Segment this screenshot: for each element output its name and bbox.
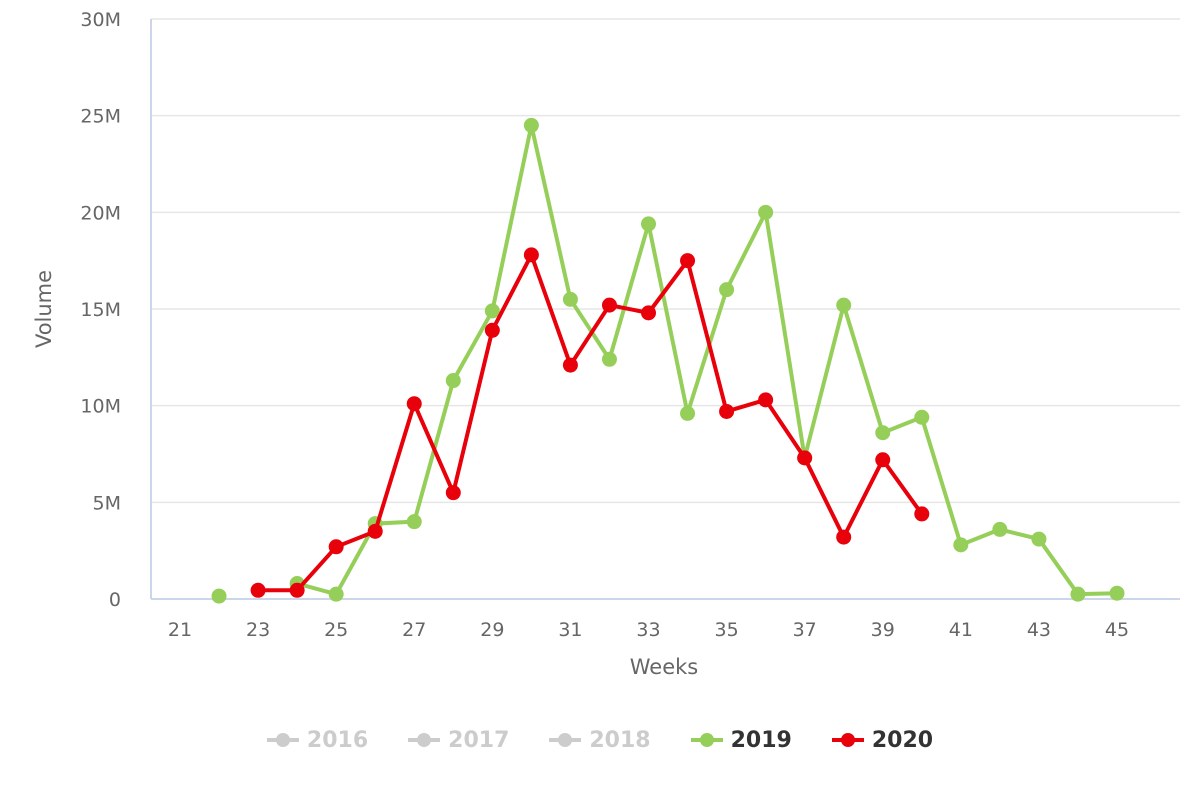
data-point[interactable] — [992, 521, 1008, 537]
data-point[interactable] — [875, 452, 891, 468]
series-group — [211, 117, 1125, 604]
y-axis-labels: 0 5M 10M 15M 20M 25M 30M — [80, 9, 121, 611]
data-point[interactable] — [289, 582, 305, 598]
data-point[interactable] — [836, 529, 852, 545]
y-tick-label: 15M — [80, 299, 121, 321]
data-point[interactable] — [1031, 531, 1047, 547]
data-point[interactable] — [523, 247, 539, 263]
x-tick-label: 25 — [324, 619, 348, 641]
data-point[interactable] — [367, 523, 383, 539]
data-point[interactable] — [680, 253, 696, 269]
data-point[interactable] — [250, 582, 266, 598]
data-point[interactable] — [641, 305, 656, 321]
legend: 2016 2017 2018 2019 2020 — [0, 722, 1200, 758]
data-point[interactable] — [211, 588, 227, 604]
data-point[interactable] — [484, 303, 500, 319]
data-point[interactable] — [445, 373, 461, 389]
data-point[interactable] — [758, 204, 774, 220]
data-point[interactable] — [445, 485, 461, 501]
data-point[interactable] — [719, 282, 735, 298]
data-point[interactable] — [641, 216, 656, 232]
series-2020[interactable] — [250, 247, 930, 598]
x-axis-labels: 21 23 25 27 29 31 33 35 37 39 41 43 45 — [168, 619, 1129, 641]
data-point[interactable] — [328, 586, 344, 602]
data-point[interactable] — [601, 351, 617, 367]
x-axis-title: Weeks — [630, 655, 698, 679]
grid-lines — [151, 18, 1180, 504]
y-tick-label: 20M — [80, 202, 121, 224]
data-point[interactable] — [797, 450, 813, 466]
x-tick-label: 45 — [1105, 619, 1129, 641]
y-tick-label: 30M — [80, 9, 121, 31]
x-tick-label: 37 — [793, 619, 817, 641]
y-axis-title: Volume — [32, 270, 56, 348]
x-tick-label: 27 — [402, 619, 426, 641]
x-tick-label: 35 — [714, 619, 738, 641]
data-point[interactable] — [1109, 585, 1125, 601]
legend-label: 2016 — [306, 727, 369, 753]
data-point[interactable] — [562, 291, 578, 307]
data-point[interactable] — [523, 117, 539, 133]
x-tick-label: 29 — [480, 619, 504, 641]
data-point[interactable] — [562, 357, 578, 373]
data-point[interactable] — [914, 409, 930, 425]
y-tick-label: 25M — [80, 106, 121, 128]
legend-label: 2019 — [730, 727, 792, 753]
data-point[interactable] — [601, 297, 617, 313]
data-point[interactable] — [680, 405, 696, 421]
data-point[interactable] — [484, 322, 500, 338]
legend-item-2020[interactable]: 2020 — [831, 727, 934, 753]
data-point[interactable] — [406, 396, 422, 412]
data-point[interactable] — [328, 539, 344, 555]
y-tick-label: 10M — [80, 396, 121, 418]
legend-label: 2017 — [448, 727, 510, 753]
x-tick-label: 39 — [871, 619, 895, 641]
data-point[interactable] — [1070, 586, 1086, 602]
data-point[interactable] — [406, 514, 422, 530]
series-2019[interactable] — [211, 117, 1125, 604]
x-tick-label: 21 — [168, 619, 192, 641]
y-tick-label: 0 — [109, 589, 121, 611]
y-tick-label: 5M — [93, 492, 121, 514]
legend-marker-icon — [549, 730, 582, 750]
data-point[interactable] — [953, 537, 969, 553]
legend-label: 2020 — [871, 727, 934, 753]
x-tick-label: 41 — [949, 619, 973, 641]
x-tick-label: 31 — [558, 619, 582, 641]
x-tick-label: 43 — [1027, 619, 1051, 641]
legend-item-2017[interactable]: 2017 — [408, 728, 509, 753]
legend-marker-icon — [690, 730, 723, 750]
x-tick-label: 33 — [636, 619, 660, 641]
legend-marker-icon — [408, 730, 441, 750]
data-point[interactable] — [836, 297, 852, 313]
series-line — [258, 252, 924, 593]
legend-label: 2018 — [589, 727, 651, 753]
x-tick-label: 23 — [246, 619, 270, 641]
legend-item-2019[interactable]: 2019 — [690, 727, 792, 753]
legend-marker-icon — [831, 730, 864, 750]
data-point[interactable] — [719, 403, 735, 419]
legend-item-2016[interactable]: 2016 — [266, 727, 369, 753]
data-point[interactable] — [875, 425, 891, 441]
legend-item-2018[interactable]: 2018 — [549, 727, 651, 753]
data-point[interactable] — [758, 392, 774, 408]
legend-marker-icon — [266, 730, 299, 750]
data-point[interactable] — [914, 506, 930, 522]
